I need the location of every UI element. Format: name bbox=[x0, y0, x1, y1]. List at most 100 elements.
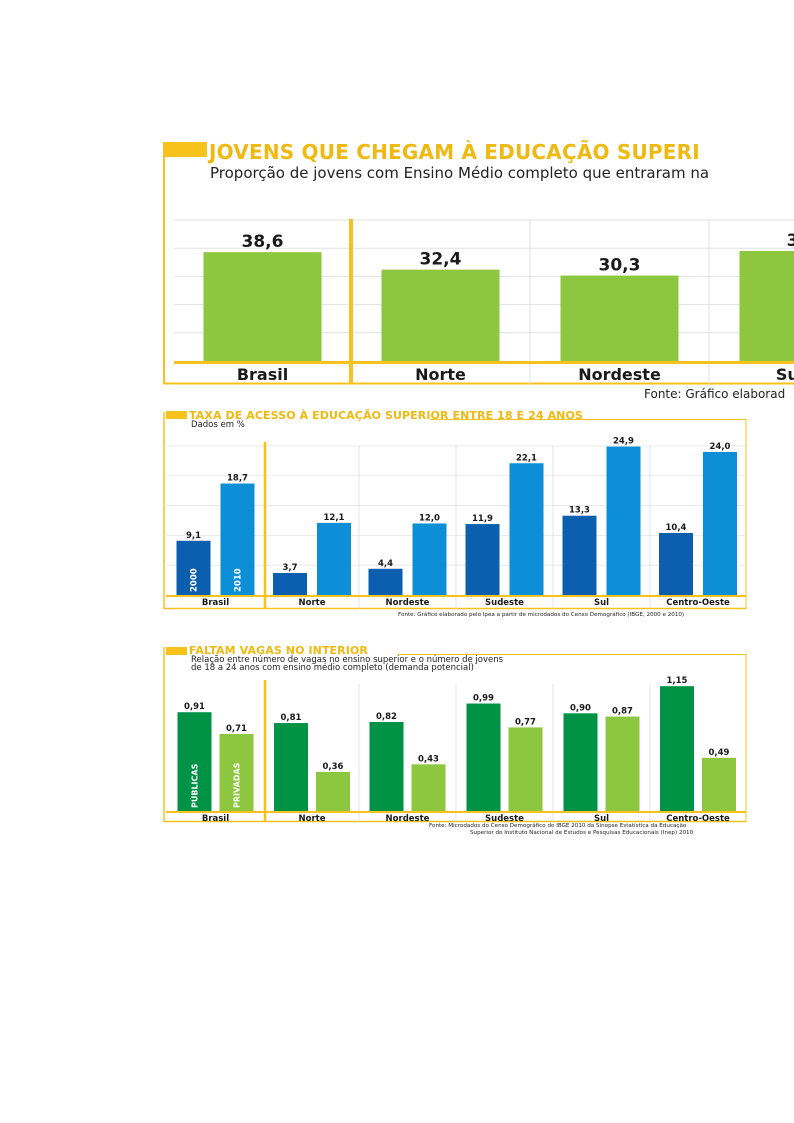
chart3-value-label: 0,81 bbox=[281, 713, 302, 723]
chart3-plot: 0,91 PÚBLICAS 0,71 PRIVADAS Brasil 0,81 0,36 No… bbox=[166, 676, 746, 824]
chart2-title: TAXA DE ACESSO À EDUCAÇÃO SUPERIOR ENTRE… bbox=[189, 409, 583, 422]
chart1-category-label: Brasil bbox=[237, 365, 288, 384]
chart1-title: JOVENS QUE CHEGAM À EDUCAÇÃO SUPERI bbox=[209, 140, 700, 164]
chart3-value-label: 0,49 bbox=[709, 748, 730, 758]
chart2-value-label: 24,9 bbox=[613, 437, 634, 447]
chart3-title-tag bbox=[166, 647, 187, 655]
chart2-bar bbox=[317, 522, 351, 595]
chart2-bar bbox=[703, 451, 737, 595]
chart2-category-label: Centro-Oeste bbox=[666, 598, 730, 608]
chart1-bar bbox=[203, 252, 322, 361]
chart3-value-label: 0,90 bbox=[570, 703, 591, 713]
chart1-value-label: 32,4 bbox=[420, 250, 462, 270]
chart2-baseline bbox=[166, 595, 746, 597]
chart1-title-tag bbox=[163, 142, 207, 157]
chart1-category-label: Norte bbox=[415, 365, 466, 384]
chart2-legend-label: 2010 bbox=[234, 568, 244, 592]
chart2-bar bbox=[509, 463, 544, 595]
chart2-bar bbox=[659, 533, 693, 595]
chart2-bar bbox=[273, 572, 307, 595]
chart2-value-label: 18,7 bbox=[227, 474, 248, 484]
chart2-bar bbox=[465, 524, 500, 595]
chart2-value-label: 10,4 bbox=[666, 523, 687, 533]
chart2-source: Fonte: Gráfico elaborado pelo Ipea a par… bbox=[398, 612, 685, 618]
chart3-bar bbox=[316, 771, 350, 811]
chart2-value-label: 24,0 bbox=[710, 442, 731, 452]
chart2-value-label: 12,0 bbox=[419, 513, 440, 523]
chart2-category-label: Nordeste bbox=[386, 598, 430, 608]
chart2-value-label: 13,3 bbox=[569, 506, 590, 516]
chart3-value-label: 0,71 bbox=[226, 724, 247, 734]
chart3-bar bbox=[563, 713, 598, 811]
chart1-value-label: 39 bbox=[787, 231, 794, 251]
chart3-value-label: 0,77 bbox=[515, 717, 536, 727]
chart1-bar bbox=[560, 275, 679, 361]
chart1-plot: 38,6 Brasil 32,4 Norte 30,3 Nordeste 39 Sude bbox=[174, 219, 794, 384]
chart3-value-label: 0,99 bbox=[473, 694, 494, 704]
chart2-value-label: 9,1 bbox=[186, 531, 201, 541]
chart3-category-label: Sudeste bbox=[485, 814, 524, 824]
chart3-value-label: 1,15 bbox=[667, 676, 688, 686]
chart2-plot: 9,1 2000 18,7 2010 Brasil 3,7 12,1 Norte 4,4 12,0… bbox=[166, 437, 746, 609]
chart2-bar bbox=[562, 515, 597, 595]
chart3-value-label: 0,36 bbox=[323, 762, 344, 772]
chart1-value-label: 30,3 bbox=[599, 256, 641, 276]
chart3-legend-label: PÚBLICAS bbox=[189, 763, 200, 808]
chart2-legend-label: 2000 bbox=[190, 568, 200, 592]
chart3-legend-label: PRIVADAS bbox=[233, 762, 242, 808]
chart3-bar bbox=[466, 703, 501, 811]
chart2-category-label: Norte bbox=[299, 598, 326, 608]
chart2-category-label: Sul bbox=[594, 598, 609, 608]
chart3-category-label: Nordeste bbox=[386, 814, 430, 824]
chart1-category-label: Sude bbox=[776, 365, 794, 384]
chart3-category-label: Brasil bbox=[202, 814, 229, 824]
chart3-value-label: 0,87 bbox=[612, 707, 633, 717]
chart3-bar bbox=[177, 712, 212, 811]
chart3-value-label: 0,43 bbox=[418, 754, 439, 764]
chart3-bar bbox=[508, 727, 543, 811]
chart2-bar bbox=[176, 540, 211, 595]
chart1-frame bbox=[163, 157, 794, 385]
chart3-source-2: Superior do Instituto Nacional de Estudo… bbox=[470, 830, 694, 836]
chart3-subtitle-1: Relação entre número de vagas no ensino … bbox=[191, 655, 504, 665]
chart1-bar bbox=[381, 269, 500, 361]
chart2-bar bbox=[412, 523, 447, 595]
chart3-value-label: 0,82 bbox=[376, 712, 397, 722]
chart3-value-label: 0,91 bbox=[184, 702, 205, 712]
chart2-value-label: 22,1 bbox=[516, 453, 537, 463]
chart2-bar bbox=[368, 568, 403, 595]
chart3-frame bbox=[163, 647, 747, 823]
chart3-bar bbox=[660, 686, 694, 811]
chart3-category-label: Centro-Oeste bbox=[666, 814, 730, 824]
chart2-subtitle: Dados em % bbox=[191, 420, 245, 430]
chart2-value-label: 12,1 bbox=[324, 513, 345, 523]
chart2-category-label: Brasil bbox=[202, 598, 229, 608]
chart1-baseline bbox=[174, 361, 794, 364]
chart1-value-label: 38,6 bbox=[242, 232, 284, 252]
chart3-bar bbox=[411, 764, 446, 811]
chart3-bar bbox=[369, 721, 404, 811]
chart3-bar bbox=[219, 733, 254, 811]
chart1-source: Fonte: Gráfico elaborad bbox=[644, 387, 786, 401]
chart3-bar bbox=[702, 757, 736, 811]
chart3-bar bbox=[605, 716, 640, 811]
chart2-frame bbox=[163, 412, 747, 610]
chart3-title: FALTAM VAGAS NO INTERIOR bbox=[189, 644, 368, 657]
chart2-title-tag bbox=[166, 411, 187, 419]
chart1-bar bbox=[739, 251, 794, 361]
chart3-bar bbox=[274, 723, 308, 811]
chart2-value-label: 3,7 bbox=[282, 563, 297, 573]
chart1-subtitle: Proporção de jovens com Ensino Médio com… bbox=[210, 164, 710, 182]
chart3-baseline bbox=[166, 811, 746, 813]
chart1-category-label: Nordeste bbox=[578, 365, 661, 384]
chart2-bar bbox=[220, 483, 255, 595]
chart3-category-label: Norte bbox=[299, 814, 326, 824]
chart3-category-label: Sul bbox=[594, 814, 609, 824]
chart3-source-1: Fonte: Microdados do Censo Demográfico d… bbox=[429, 823, 687, 829]
chart2-category-label: Sudeste bbox=[485, 598, 524, 608]
chart2-value-label: 11,9 bbox=[472, 514, 493, 524]
chart3-subtitle-2: de 18 a 24 anos com ensino médio complet… bbox=[191, 663, 474, 673]
chart2-value-label: 4,4 bbox=[378, 559, 393, 569]
chart2-bar bbox=[606, 446, 641, 595]
